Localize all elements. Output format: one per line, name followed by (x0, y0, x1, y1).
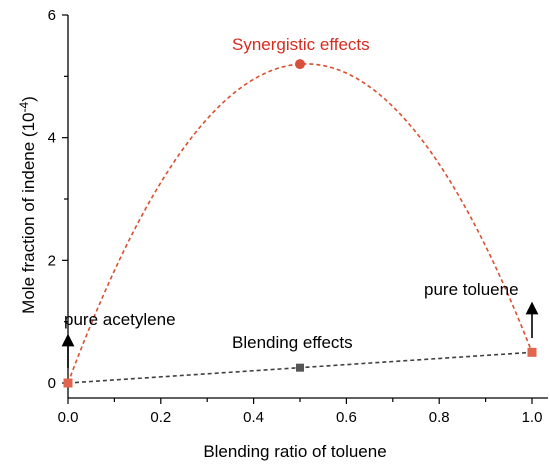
x-axis-title: Blending ratio of toluene (203, 442, 386, 461)
y-tick-label: 0 (48, 375, 56, 392)
blending-midpoint-marker (296, 363, 304, 372)
synergistic-peak-marker (295, 59, 305, 70)
pure-acetylene-label: pure acetylene (64, 310, 176, 329)
x-ticks: 0.0 0.2 0.4 0.6 0.8 1.0 (58, 398, 543, 426)
synergistic-effects-label: Synergistic effects (232, 35, 370, 54)
x-tick-label: 0.8 (429, 409, 450, 426)
y-tick-label: 2 (48, 252, 56, 269)
synergistic-curve (67, 63, 533, 384)
x-tick-label: 0.2 (150, 409, 171, 426)
x-tick-label: 1.0 (522, 409, 543, 426)
y-axis-title-exponent: -4 (17, 102, 31, 113)
x-tick-label: 0.0 (58, 409, 79, 426)
series-layer (63, 59, 537, 388)
y-axis-title-close: ) (19, 96, 38, 102)
y-axis-title: Mole fraction of indene (10-4) (17, 96, 38, 314)
pure-toluene-label: pure toluene (424, 280, 519, 299)
y-axis-title-main: Mole fraction of indene (10 (19, 113, 38, 314)
x-tick-label: 0.4 (243, 409, 264, 426)
y-tick-label: 6 (48, 7, 56, 24)
x-tick-label: 0.6 (336, 409, 357, 426)
y-tick-label: 4 (48, 130, 56, 147)
pure-acetylene-marker (63, 378, 73, 388)
blending-effects-label: Blending effects (232, 333, 353, 352)
y-ticks: 0 2 4 6 (48, 7, 68, 392)
pure-toluene-marker (527, 347, 537, 357)
